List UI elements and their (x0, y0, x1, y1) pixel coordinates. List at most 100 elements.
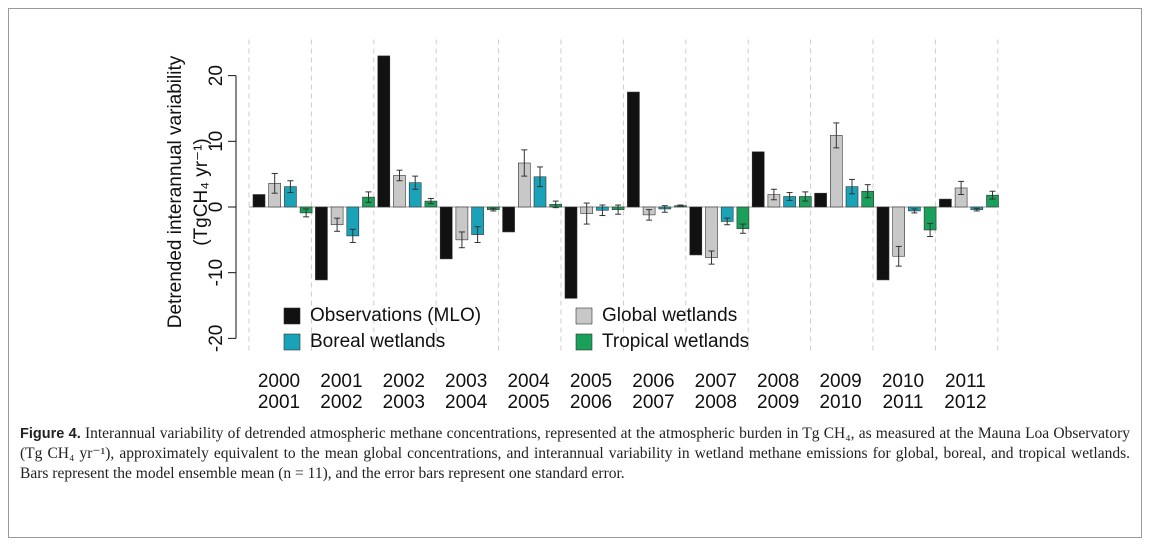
error-bar (739, 223, 746, 234)
x-tick-label-line: 2004 (507, 371, 550, 392)
legend-label: Observations (MLO) (310, 305, 481, 326)
error-bar (911, 208, 918, 214)
x-tick-label-line: 2008 (757, 371, 799, 392)
x-tick-label-line: 2000 (258, 371, 300, 392)
bar (939, 198, 952, 208)
legend-entry: Boreal wetlands (283, 331, 445, 352)
x-tick-label-line: 2011 (945, 371, 986, 392)
x-tick-label-line: 2001 (258, 392, 300, 413)
x-tick-label-line: 2005 (570, 371, 612, 392)
x-tick-label-line: 2012 (944, 392, 986, 413)
error-bar (458, 231, 465, 249)
error-bar (646, 209, 653, 221)
x-tick-label-line: 2008 (695, 392, 737, 413)
x-tick-label-line: 2010 (819, 392, 861, 413)
y-tick-label: 20 (206, 65, 227, 86)
error-bar (677, 204, 684, 207)
error-bar (958, 180, 965, 196)
error-bar (334, 217, 341, 232)
error-bar (490, 207, 497, 212)
error-bar (895, 245, 902, 267)
legend-swatch (575, 333, 593, 351)
error-bar (724, 217, 731, 226)
error-bar (552, 200, 559, 209)
x-tick-label: 2003 2004 (445, 371, 488, 413)
error-bar (583, 202, 590, 225)
bar (439, 206, 453, 260)
error-bar (708, 250, 715, 265)
error-bar (973, 207, 980, 212)
bar (627, 91, 640, 208)
error-bar (474, 226, 481, 243)
error-bar (287, 180, 294, 194)
x-tick-label-line: 2011 (883, 392, 924, 413)
legend-swatch (283, 333, 301, 351)
chart: Detrended interannual variability (TgCH₄… (165, 39, 999, 413)
error-bar (615, 204, 622, 215)
error-bar (396, 169, 403, 182)
error-bar (599, 204, 606, 217)
error-bar (537, 166, 543, 188)
x-tick-label-line: 2006 (570, 392, 612, 413)
x-tick-label: 2008 2009 (757, 371, 799, 413)
x-tick-label-line: 2002 (383, 371, 425, 392)
error-bar (989, 190, 996, 200)
y-tick-label: 10 (206, 131, 227, 152)
x-tick-label-line: 2002 (320, 392, 362, 413)
legend-label: Global wetlands (602, 305, 737, 326)
x-tick-label-line: 2007 (632, 392, 674, 413)
bar (564, 206, 578, 299)
legend-entry: Global wetlands (575, 305, 737, 326)
error-bar (833, 122, 840, 149)
legend-swatch (283, 307, 301, 325)
y-axis-label: (TgCH₄ yr⁻¹) (191, 138, 212, 246)
x-tick-label: 2011 2012 (944, 371, 986, 413)
x-tick-label-line: 2001 (320, 371, 362, 392)
legend-swatch (575, 307, 593, 325)
error-bar (864, 184, 871, 199)
error-bar (849, 178, 855, 195)
bar (876, 206, 890, 281)
bar (502, 206, 515, 233)
y-axis-label: Detrended interannual variability (165, 55, 186, 328)
legend-label: Boreal wetlands (310, 331, 445, 352)
bar (751, 151, 765, 208)
caption-text: Interannual variability of detrended atm… (20, 425, 1130, 482)
x-tick-label: 2002 2003 (383, 371, 425, 413)
error-bar (271, 172, 278, 194)
caption-label: Figure 4. (20, 426, 81, 442)
x-tick-label: 2004 2005 (507, 371, 550, 413)
error-bar (349, 228, 356, 243)
bar (252, 194, 266, 208)
legend-entry: Observations (MLO) (283, 305, 481, 326)
error-bar (927, 222, 934, 238)
x-tick-label-line: 2010 (882, 371, 924, 392)
error-bar (521, 149, 528, 177)
error-bar (802, 191, 809, 202)
error-bar (661, 205, 668, 213)
x-tick-label: 2007 2008 (695, 371, 737, 413)
bar (705, 206, 718, 258)
error-bar (770, 188, 777, 201)
x-tick-label-line: 2003 (445, 371, 487, 392)
bar (377, 55, 391, 208)
x-tick-label-line: 2004 (445, 392, 488, 413)
x-tick-label: 2010 2011 (882, 371, 924, 413)
bar (814, 192, 827, 208)
caption: Figure 4. Interannual variability of det… (20, 424, 1130, 484)
bar (315, 206, 328, 281)
error-bar (365, 191, 372, 203)
error-bar (786, 192, 793, 201)
x-tick-label: 2001 2002 (320, 371, 362, 413)
y-tick-label: -10 (206, 259, 227, 286)
error-bar (427, 197, 434, 205)
x-tick-label: 2005 2006 (570, 371, 612, 413)
legend-label: Tropical wetlands (602, 331, 749, 352)
y-tick-label: 0 (206, 202, 227, 213)
x-tick-label: 2009 2010 (819, 371, 861, 413)
x-tick-label-line: 2009 (819, 371, 861, 392)
error-bar (303, 208, 310, 218)
error-bar (412, 175, 419, 190)
x-tick-label-line: 2006 (632, 371, 674, 392)
